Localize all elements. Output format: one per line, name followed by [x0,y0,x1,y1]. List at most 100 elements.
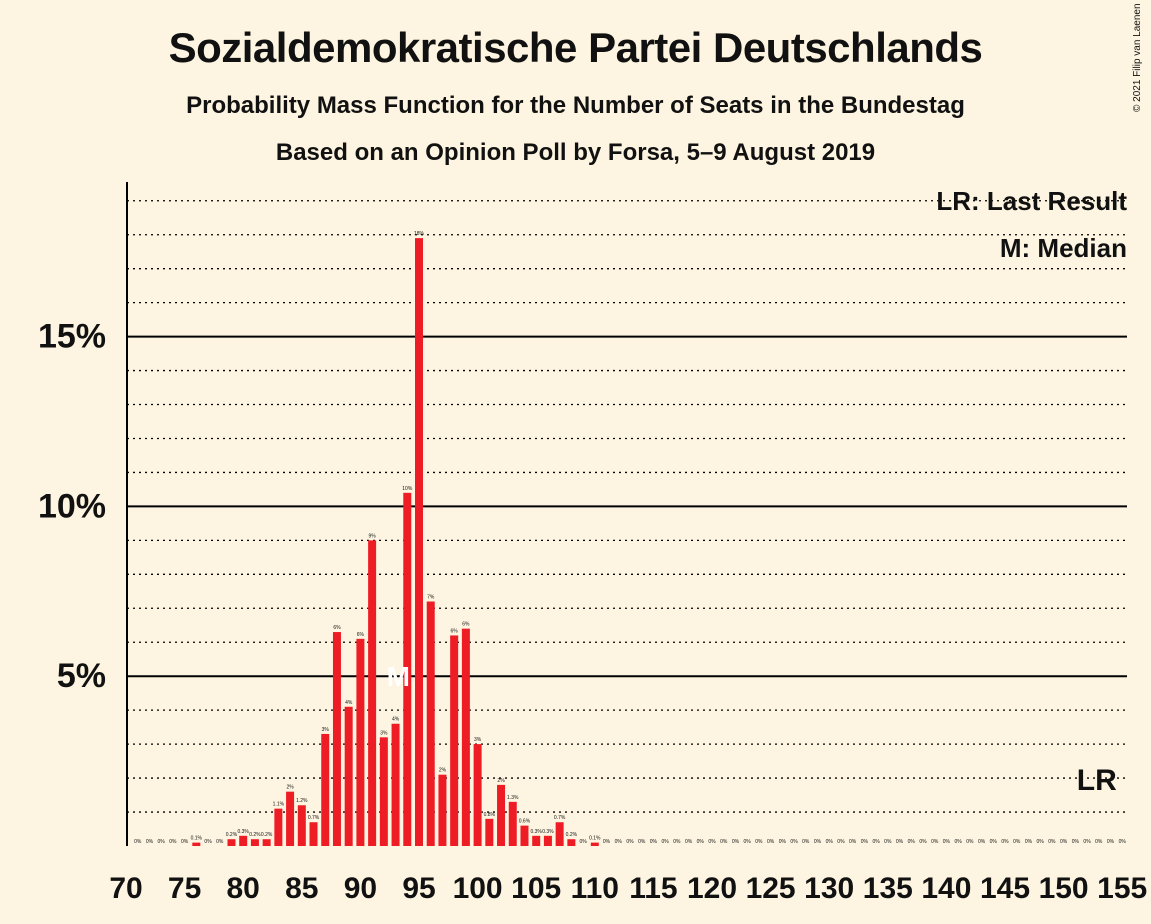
data-label: 0% [1107,839,1115,845]
data-label: 0% [685,839,693,845]
data-label: 1.1% [273,802,285,808]
data-label: 3% [474,737,482,743]
bar [473,744,482,846]
data-label: 1.2% [296,798,308,804]
data-label: 0% [673,839,681,845]
data-label: 4% [392,717,400,723]
data-label: 0.3% [530,829,542,835]
x-tick-label: 130 [804,872,854,905]
legend-entry: LR: Last Result [936,186,1127,216]
data-label: 0.8% [484,812,496,818]
data-label: 0% [1119,839,1127,845]
data-label: 0% [650,839,658,845]
median-marker: M [387,661,410,692]
bar [450,635,459,846]
bar [403,492,412,846]
data-label: 0% [1048,839,1056,845]
data-label: 0% [134,839,142,845]
data-label: 0% [1083,839,1091,845]
data-label: 0% [1013,839,1021,845]
bar [309,822,318,846]
data-label: 0% [837,839,845,845]
chart-title: Sozialdemokratische Partei Deutschlands [168,24,983,71]
data-label: 0% [814,839,822,845]
x-tick-label: 110 [571,872,619,905]
bar [192,842,201,846]
bar [356,638,365,846]
data-label: 2% [439,768,447,774]
x-tick-label: 85 [285,872,318,905]
data-label: 0% [955,839,963,845]
data-label: 0% [216,839,224,845]
bar [508,801,517,846]
bar [321,733,330,846]
last-result-marker: LR [1077,764,1117,797]
data-label: 0.7% [308,815,320,821]
data-label: 0% [861,839,869,845]
data-label: 0% [978,839,986,845]
data-label: 0% [662,839,670,845]
y-tick-label: 10% [38,487,106,525]
data-label: 3% [322,727,330,733]
x-tick-label: 105 [511,872,561,905]
data-label: 6% [462,622,470,628]
bar [344,706,353,846]
data-label: 3% [380,730,388,736]
bar [286,791,295,846]
data-label: 4% [345,700,353,706]
x-tick-label: 145 [980,872,1030,905]
data-label: 2% [497,778,505,784]
bar [543,835,552,846]
bar [391,723,400,846]
y-tick-label: 15% [38,318,106,356]
data-label: 0% [779,839,787,845]
data-label: 6% [451,628,459,634]
bar [461,628,470,846]
data-label: 0% [603,839,611,845]
data-label: 0.2% [261,832,273,838]
data-label: 0.3% [542,829,554,835]
data-label: 0% [908,839,916,845]
bar [227,839,236,846]
bar [426,601,435,846]
data-label: 0% [732,839,740,845]
bar [332,632,341,846]
data-label: 0.7% [554,815,566,821]
data-label: 0% [884,839,892,845]
x-tick-label: 100 [453,872,503,905]
x-tick-label: 80 [227,872,260,905]
data-label: 0% [158,839,166,845]
bar [567,839,576,846]
data-label: 0% [1072,839,1080,845]
bar [250,839,259,846]
x-tick-label: 155 [1097,872,1147,905]
bar [485,818,494,846]
data-label: 1.3% [507,795,519,801]
legend-entry: M: Median [1000,233,1127,263]
bar [590,842,599,846]
chart-source: Based on an Opinion Poll by Forsa, 5–9 A… [275,139,876,166]
data-label: 2% [286,785,294,791]
x-tick-label: 140 [921,872,971,905]
data-label: 0.2% [566,832,578,838]
data-label: 0% [744,839,752,845]
bar [532,835,541,846]
x-tick-label: 75 [168,872,201,905]
data-label: 0% [626,839,634,845]
bar [379,737,388,846]
x-tick-label: 150 [1039,872,1089,905]
data-label: 0.1% [589,836,601,842]
x-tick-label: 135 [863,872,913,905]
data-label: 0% [615,839,623,845]
bar [262,839,271,846]
bar [438,774,447,846]
data-label: 0% [1001,839,1009,845]
bar [497,784,506,846]
x-tick-label: 125 [746,872,796,905]
data-label: 0% [1095,839,1103,845]
data-label: 0% [579,839,587,845]
data-label: 0% [849,839,857,845]
bar [520,825,529,846]
bar [239,835,248,846]
